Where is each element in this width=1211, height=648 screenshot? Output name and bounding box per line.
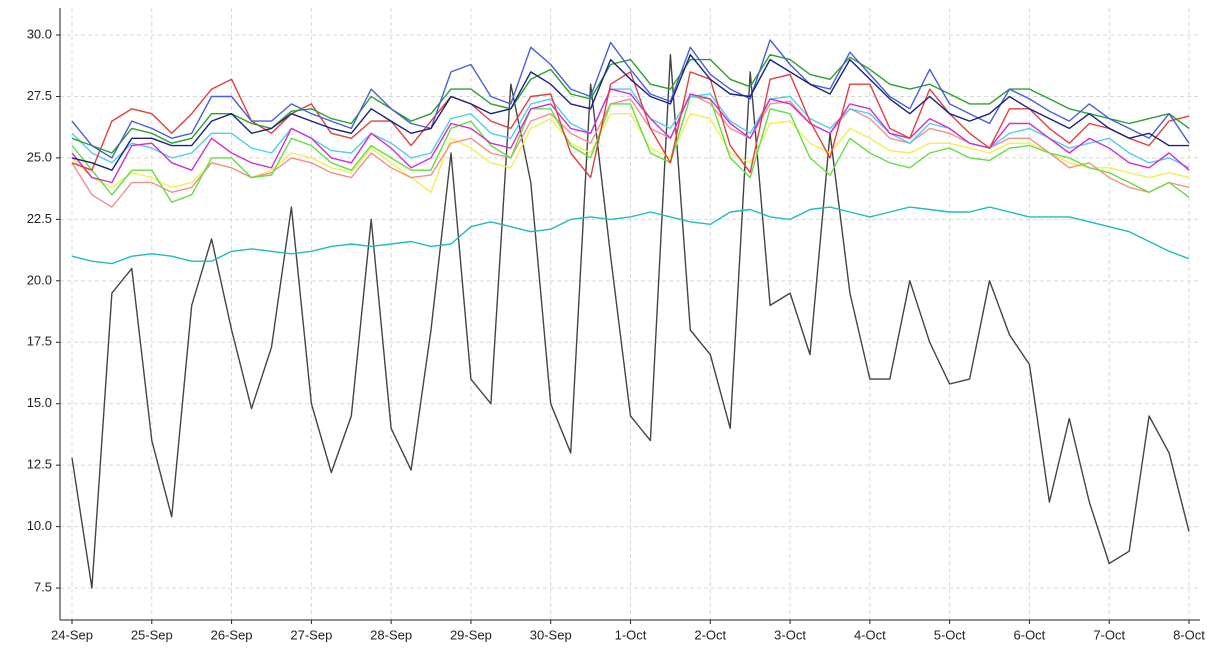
y-tick-label: 25.0 — [27, 149, 52, 164]
x-tick-label: 25-Sep — [131, 627, 173, 642]
y-tick-label: 22.5 — [27, 211, 52, 226]
x-tick-label: 6-Oct — [1014, 627, 1046, 642]
y-tick-label: 27.5 — [27, 88, 52, 103]
series-line — [71, 93, 1190, 208]
series-line — [71, 88, 1190, 169]
y-tick-label: 10.0 — [27, 518, 52, 533]
x-tick-label: 1-Oct — [615, 627, 647, 642]
x-tick-label: 7-Oct — [1093, 627, 1125, 642]
x-tick-label: 26-Sep — [211, 627, 253, 642]
x-tick-label: 28-Sep — [370, 627, 412, 642]
series-line — [71, 54, 1189, 171]
x-tick-label: 8-Oct — [1173, 627, 1205, 642]
series-line — [71, 95, 1190, 203]
y-tick-label: 12.5 — [27, 457, 52, 472]
x-tick-label: 29-Sep — [450, 627, 492, 642]
y-tick-label: 30.0 — [27, 26, 52, 41]
series-line — [71, 54, 1190, 154]
x-tick-label: 27-Sep — [290, 627, 332, 642]
y-tick-label: 20.0 — [27, 272, 52, 287]
series-line — [71, 113, 1190, 193]
x-tick-label: 30-Sep — [530, 627, 572, 642]
x-tick-label: 4-Oct — [854, 627, 886, 642]
series-line — [71, 39, 1190, 159]
series-line — [71, 54, 1190, 589]
y-tick-label: 17.5 — [27, 334, 52, 349]
x-tick-label: 2-Oct — [694, 627, 726, 642]
series-line — [71, 206, 1190, 265]
x-tick-label: 24-Sep — [51, 627, 93, 642]
series-line — [71, 88, 1190, 184]
y-tick-label: 15.0 — [27, 395, 52, 410]
x-tick-label: 5-Oct — [934, 627, 966, 642]
y-tick-label: 7.5 — [34, 579, 52, 594]
x-tick-label: 3-Oct — [774, 627, 806, 642]
